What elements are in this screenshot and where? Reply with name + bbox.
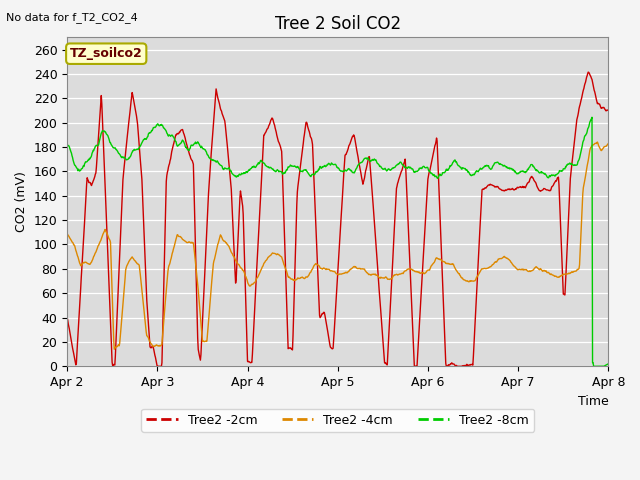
Tree2 -2cm [495,186,503,192]
Tree2 -8cm [604,361,612,367]
Tree2 -4cm [486,264,493,270]
Tree2 -4cm [63,231,71,237]
Tree2 -8cm [435,173,442,179]
Tree2 -4cm [302,274,310,280]
Text: TZ_soilco2: TZ_soilco2 [70,47,143,60]
Y-axis label: CO2 (mV): CO2 (mV) [15,171,28,232]
Tree2 -2cm [486,182,493,188]
Tree2 -8cm [282,168,290,173]
Tree2 -4cm [604,141,612,146]
Tree2 -8cm [301,167,309,173]
Tree2 -2cm [584,69,592,75]
Tree2 -4cm [593,139,601,145]
Tree2 -2cm [604,108,612,113]
Legend: Tree2 -2cm, Tree2 -4cm, Tree2 -8cm: Tree2 -2cm, Tree2 -4cm, Tree2 -8cm [141,409,534,432]
Line: Tree2 -4cm: Tree2 -4cm [67,142,608,349]
Line: Tree2 -2cm: Tree2 -2cm [67,72,608,366]
Tree2 -8cm [588,114,596,120]
Tree2 -2cm [63,314,71,320]
Tree2 -8cm [485,165,493,171]
Title: Tree 2 Soil CO2: Tree 2 Soil CO2 [275,15,401,33]
Line: Tree2 -8cm: Tree2 -8cm [67,117,608,366]
Tree2 -8cm [495,160,502,166]
Tree2 -2cm [302,120,310,125]
Text: No data for f_T2_CO2_4: No data for f_T2_CO2_4 [6,12,138,23]
Tree2 -8cm [118,154,126,160]
Tree2 -4cm [283,268,291,274]
Tree2 -8cm [590,363,598,369]
Tree2 -2cm [118,189,126,195]
Tree2 -4cm [111,347,118,352]
Tree2 -2cm [435,193,443,199]
Tree2 -8cm [63,142,71,147]
Tree2 -2cm [283,296,291,301]
Tree2 -4cm [495,256,503,262]
Tree2 -2cm [154,363,161,369]
Tree2 -4cm [435,256,443,262]
Tree2 -4cm [119,301,127,307]
X-axis label: Time: Time [577,395,608,408]
